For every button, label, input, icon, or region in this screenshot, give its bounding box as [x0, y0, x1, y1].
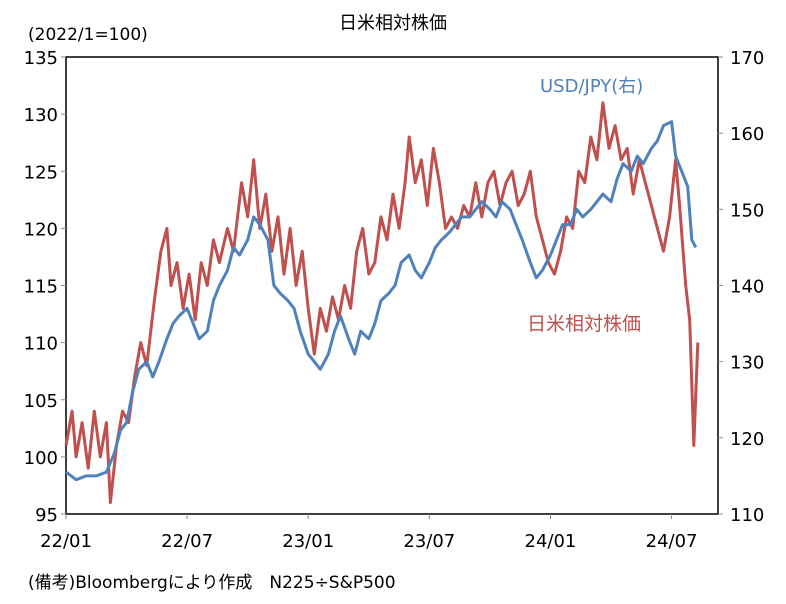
x-tick-label: 24/07 — [646, 531, 698, 552]
x-tick-label: 23/01 — [282, 531, 334, 552]
right-tick-label: 170 — [730, 48, 764, 69]
left-tick-label: 130 — [24, 105, 58, 126]
footnote: (備考)Bloombergにより作成 N225÷S&P500 — [28, 573, 396, 593]
relative-label: 日米相対株価 — [527, 313, 641, 335]
right-tick-label: 120 — [730, 429, 764, 450]
relative-stock-price-line — [64, 101, 700, 505]
left-tick-label: 115 — [24, 277, 58, 298]
left-tick-label: 100 — [24, 448, 58, 469]
left-tick-label: 105 — [24, 391, 58, 412]
right-tick-label: 140 — [730, 277, 764, 298]
right-tick-label: 160 — [730, 124, 764, 145]
right-tick-label: 130 — [730, 353, 764, 374]
usdjpy-label: USD/JPY(右) — [540, 76, 643, 97]
left-tick-label: 120 — [24, 219, 58, 240]
x-tick-label: 22/01 — [40, 531, 92, 552]
x-tick-label: 23/07 — [403, 531, 455, 552]
x-tick-label: 24/01 — [525, 531, 577, 552]
right-tick-label: 110 — [730, 505, 764, 526]
left-unit-label: (2022/1=100) — [28, 25, 148, 45]
plot-area — [65, 56, 719, 515]
x-tick-label: 22/07 — [161, 531, 213, 552]
chart-title: 日米相対株価 — [339, 13, 447, 34]
left-tick-label: 125 — [24, 162, 58, 183]
left-tick-label: 110 — [24, 334, 58, 355]
usdjpy-line — [65, 120, 698, 482]
right-tick-label: 150 — [730, 200, 764, 221]
left-tick-label: 135 — [24, 48, 58, 69]
left-tick-label: 95 — [35, 505, 58, 526]
